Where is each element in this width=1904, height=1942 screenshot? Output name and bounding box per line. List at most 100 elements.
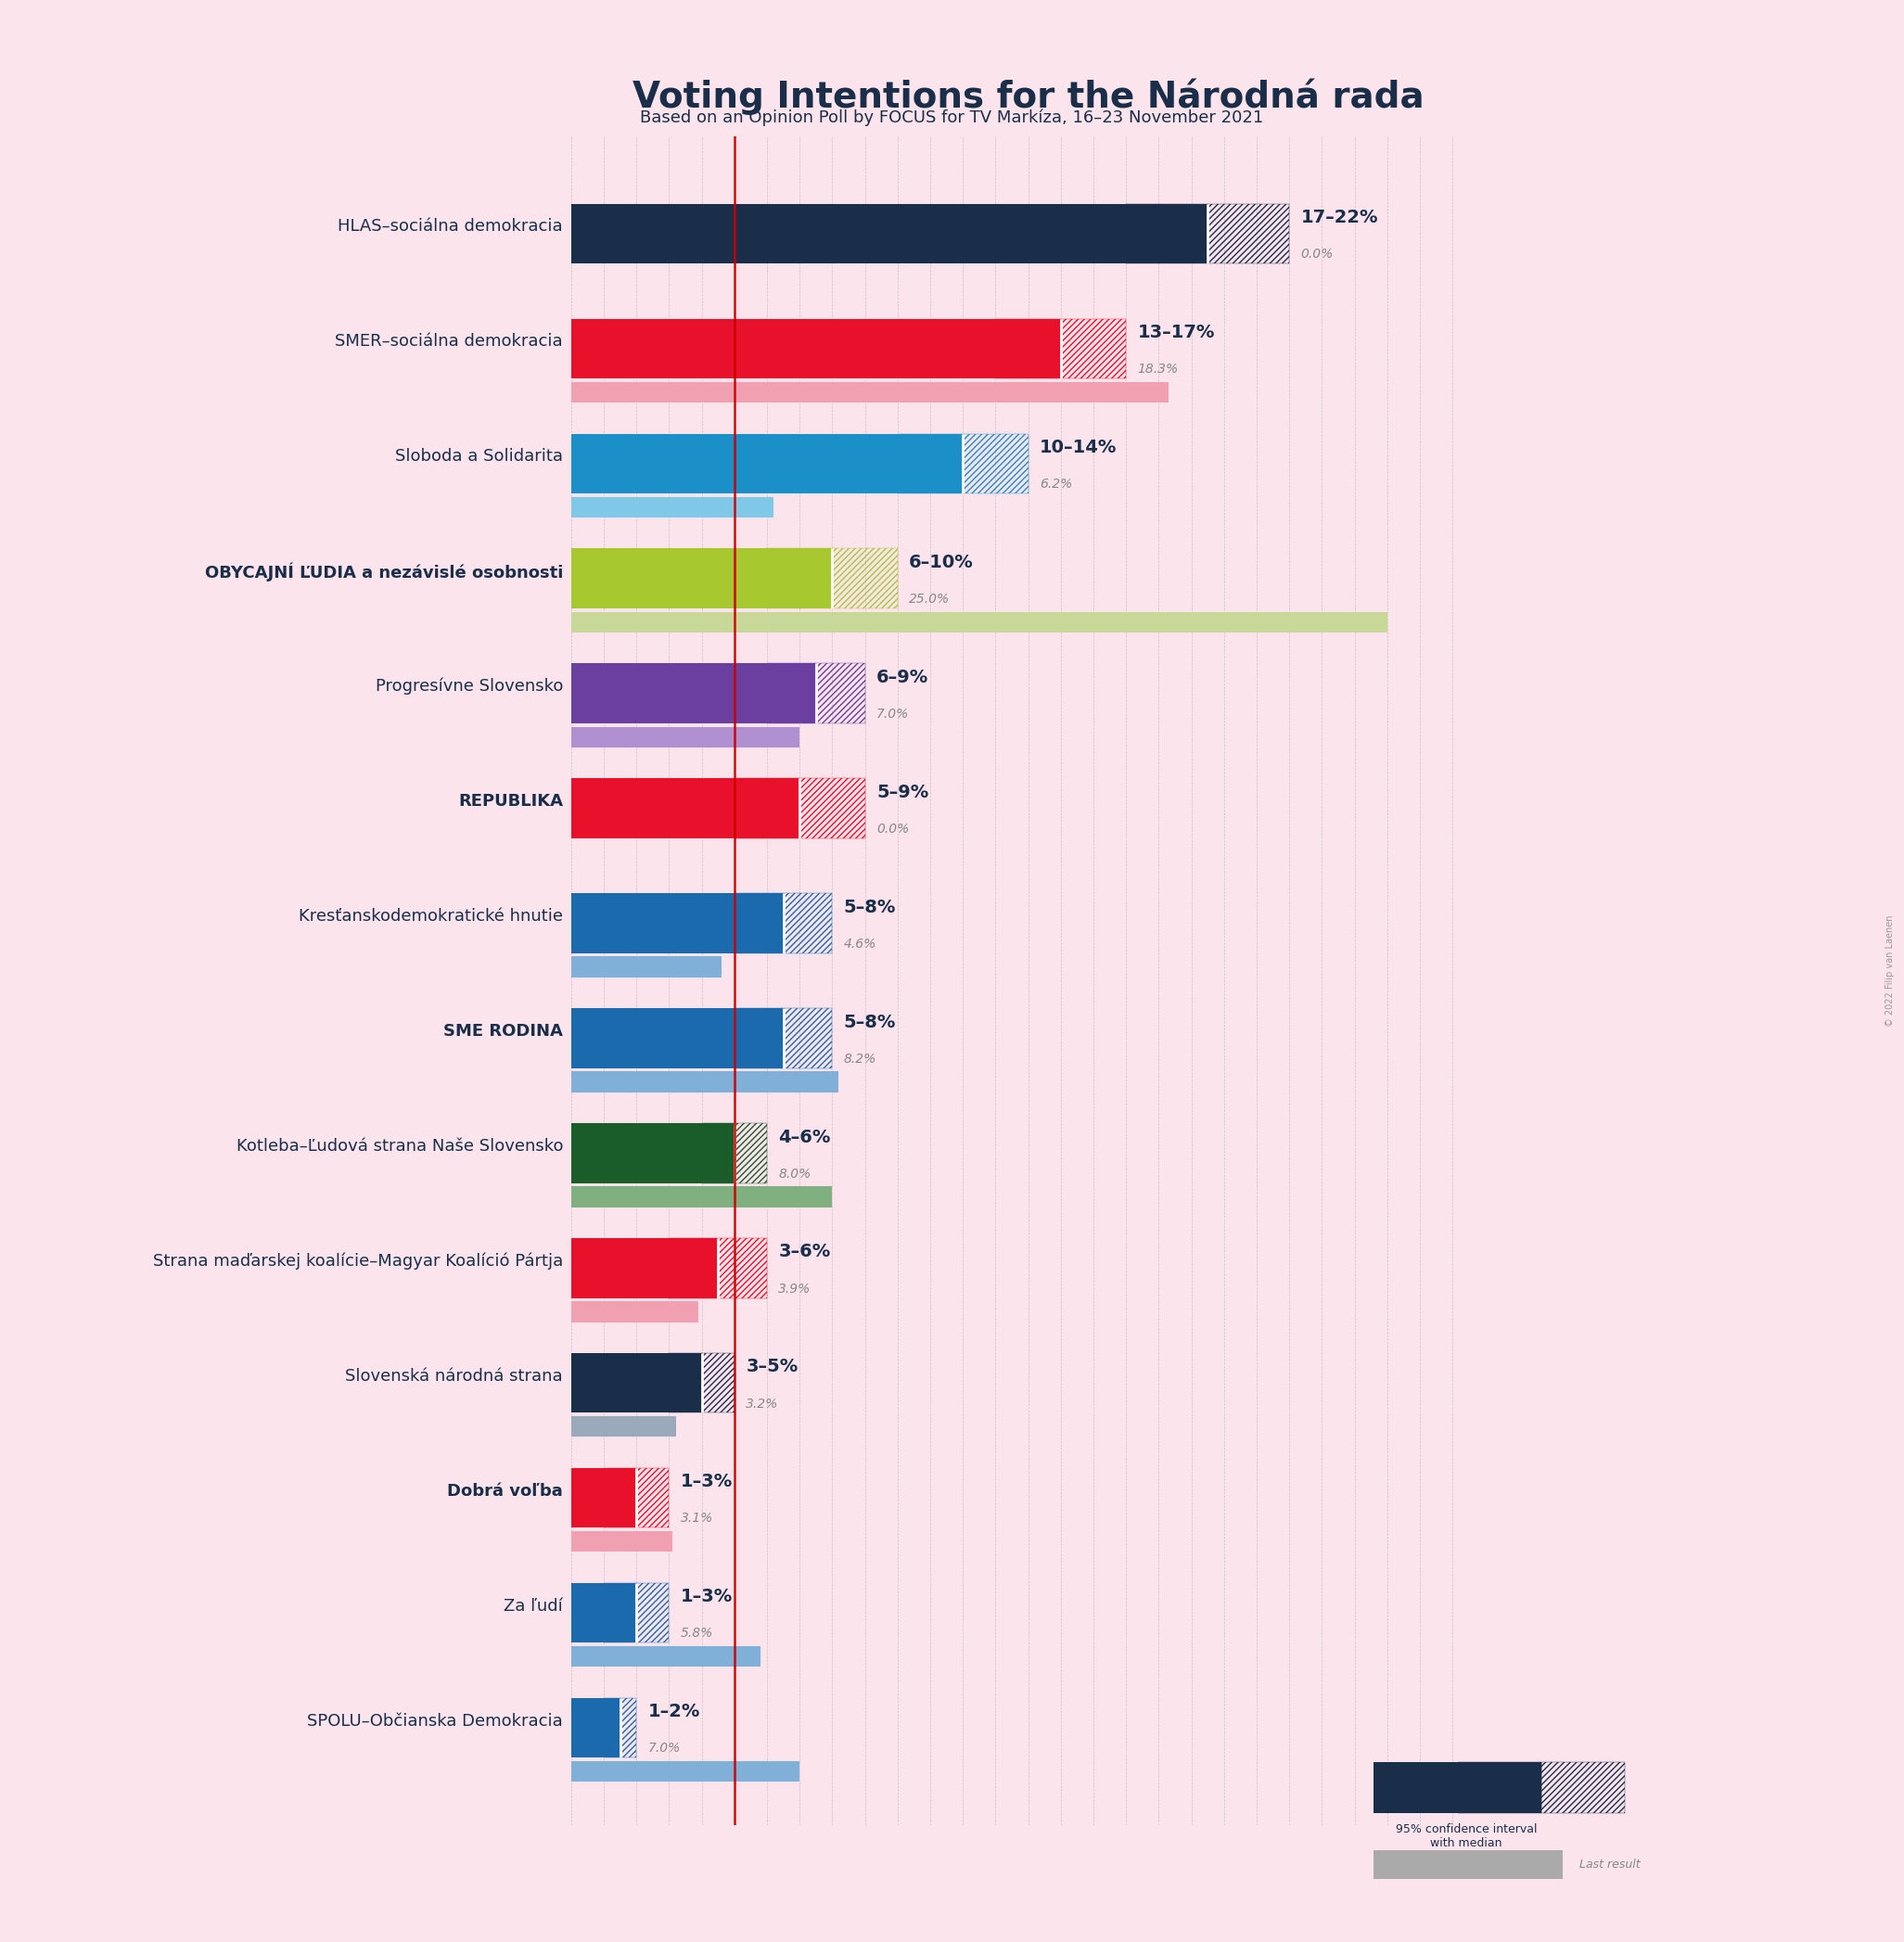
Bar — [621, 1697, 636, 1758]
Bar — [783, 893, 832, 954]
Text: 5–8%: 5–8% — [843, 1014, 897, 1031]
Text: 17–22%: 17–22% — [1300, 208, 1378, 227]
Bar — [800, 779, 864, 839]
Text: 3.9%: 3.9% — [779, 1282, 811, 1295]
Bar — [1375, 1763, 1458, 1814]
Text: 13–17%: 13–17% — [1137, 324, 1215, 342]
Bar — [571, 1301, 699, 1323]
Text: 18.3%: 18.3% — [1137, 363, 1179, 375]
Text: 10–14%: 10–14% — [1040, 439, 1118, 456]
Text: 0.0%: 0.0% — [1300, 249, 1333, 260]
Bar — [703, 1122, 735, 1183]
Bar — [1125, 204, 1207, 264]
Text: 7.0%: 7.0% — [647, 1742, 680, 1756]
Text: 1–3%: 1–3% — [680, 1474, 733, 1491]
Bar — [767, 548, 832, 608]
Bar — [571, 1122, 703, 1183]
Text: 1–2%: 1–2% — [647, 1703, 701, 1721]
Bar — [571, 497, 773, 517]
Text: OBYCAJNÍ ĽUDIA a nezávislé osobnosti: OBYCAJNÍ ĽUDIA a nezávislé osobnosti — [206, 561, 564, 581]
Bar — [571, 383, 1169, 402]
Bar — [571, 612, 1388, 633]
Bar — [571, 1647, 760, 1666]
Bar — [1542, 1763, 1626, 1814]
Bar — [571, 1072, 840, 1091]
Text: 6.2%: 6.2% — [1040, 478, 1072, 491]
Bar — [636, 1583, 668, 1643]
Text: © 2022 Filip van Laenen: © 2022 Filip van Laenen — [1885, 915, 1894, 1027]
Bar — [571, 1187, 832, 1208]
Bar — [604, 1583, 636, 1643]
Text: 3–5%: 3–5% — [746, 1357, 798, 1375]
Bar — [571, 433, 897, 493]
Text: 95% confidence interval
with median: 95% confidence interval with median — [1396, 1824, 1537, 1849]
Text: HLAS–sociálna demokracia: HLAS–sociálna demokracia — [339, 218, 564, 235]
Text: 7.0%: 7.0% — [876, 707, 908, 720]
Bar — [636, 1468, 668, 1528]
Text: 4–6%: 4–6% — [779, 1128, 830, 1146]
Text: 3–6%: 3–6% — [779, 1243, 830, 1260]
Bar — [571, 957, 722, 977]
Text: 6–10%: 6–10% — [908, 553, 973, 571]
Bar — [571, 1239, 668, 1297]
Bar — [604, 1697, 621, 1758]
Text: SMER–sociálna demokracia: SMER–sociálna demokracia — [335, 334, 564, 350]
Bar — [767, 664, 817, 722]
Bar — [668, 1354, 703, 1414]
Bar — [571, 548, 767, 608]
Bar — [963, 433, 1028, 493]
Bar — [1061, 318, 1125, 379]
Bar — [735, 1122, 767, 1183]
Bar — [571, 1761, 800, 1783]
Text: 3.2%: 3.2% — [746, 1396, 779, 1410]
Bar — [1207, 204, 1289, 264]
Bar — [571, 1583, 604, 1643]
Bar — [571, 893, 735, 954]
Text: Kresťanskodemokratické hnutie: Kresťanskodemokratické hnutie — [299, 909, 564, 924]
Bar — [832, 548, 897, 608]
Text: 5.8%: 5.8% — [680, 1627, 714, 1641]
Bar — [783, 1008, 832, 1068]
Bar — [735, 779, 800, 839]
Text: Kotleba–Ľudová strana Naše Slovensko: Kotleba–Ľudová strana Naše Slovensko — [236, 1138, 564, 1155]
Text: Last result: Last result — [1578, 1858, 1639, 1870]
Text: 5–9%: 5–9% — [876, 783, 929, 800]
Text: 25.0%: 25.0% — [908, 592, 950, 606]
Bar — [735, 893, 783, 954]
Text: Progresívne Slovensko: Progresívne Slovensko — [375, 678, 564, 695]
Bar — [604, 1468, 636, 1528]
Bar — [571, 1697, 604, 1758]
Bar — [571, 726, 800, 748]
Bar — [571, 1416, 676, 1437]
Bar — [996, 318, 1061, 379]
Bar — [1458, 1763, 1542, 1814]
Bar — [703, 1354, 735, 1414]
Text: Za ľudí: Za ľudí — [505, 1598, 564, 1614]
Bar — [1375, 1849, 1563, 1880]
Bar — [571, 318, 996, 379]
Text: Based on an Opinion Poll by FOCUS for TV Markíza, 16–23 November 2021: Based on an Opinion Poll by FOCUS for TV… — [640, 109, 1264, 126]
Text: 1–3%: 1–3% — [680, 1589, 733, 1606]
Text: 8.0%: 8.0% — [779, 1167, 811, 1181]
Text: Dobrá voľba: Dobrá voľba — [447, 1482, 564, 1499]
Text: 8.2%: 8.2% — [843, 1053, 876, 1066]
Bar — [817, 664, 864, 722]
Bar — [571, 1468, 604, 1528]
Bar — [897, 433, 963, 493]
Text: Strana maďarskej koalície–Magyar Koalíció Pártja: Strana maďarskej koalície–Magyar Koalíci… — [152, 1253, 564, 1270]
Text: 0.0%: 0.0% — [876, 823, 908, 835]
Bar — [571, 204, 1125, 264]
Text: 5–8%: 5–8% — [843, 899, 897, 917]
Text: 3.1%: 3.1% — [680, 1513, 714, 1524]
Bar — [571, 1354, 668, 1414]
Bar — [571, 1008, 735, 1068]
Text: Sloboda a Solidarita: Sloboda a Solidarita — [396, 449, 564, 464]
Bar — [668, 1239, 718, 1297]
Bar — [735, 1008, 783, 1068]
Text: 4.6%: 4.6% — [843, 938, 876, 950]
Bar — [571, 1530, 672, 1552]
Bar — [571, 664, 767, 722]
Text: SME RODINA: SME RODINA — [444, 1023, 564, 1039]
Bar — [718, 1239, 767, 1297]
Text: SPOLU–Občianska Demokracia: SPOLU–Občianska Demokracia — [307, 1713, 564, 1728]
